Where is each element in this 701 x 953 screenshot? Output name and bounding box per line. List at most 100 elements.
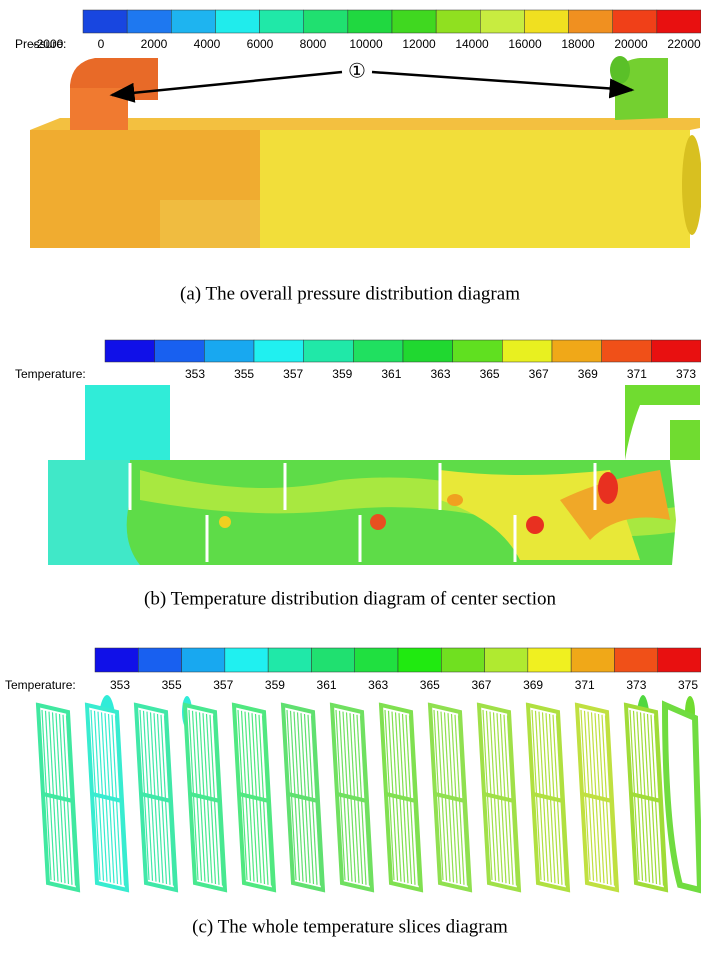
slice-bar	[630, 792, 662, 803]
colorbar-segment	[224, 647, 269, 673]
colorbar-tick-label: 22000	[667, 37, 701, 51]
colorbar-tick-label: 357	[283, 367, 303, 381]
colorbar-tick-label: 16000	[508, 37, 542, 51]
colorbar-tick-label: 361	[381, 367, 401, 381]
colorbar-segment	[259, 9, 304, 34]
colorbar-tick-label: 14000	[455, 37, 489, 51]
colorbar-segment	[138, 647, 182, 673]
colorbar-segment	[524, 9, 569, 34]
colorbar-tick-label: 373	[626, 678, 646, 692]
colorbar-tick-label: 361	[317, 678, 337, 692]
colorbar-segment	[656, 9, 701, 34]
colorbar-tick-label: 359	[265, 678, 285, 692]
colorbar-label: Temperature:	[5, 678, 76, 692]
colorbar-segment	[253, 339, 304, 363]
colorbar-segment	[435, 9, 481, 34]
colorbar-label: Pressure:	[15, 37, 66, 51]
colorbar-segment	[402, 339, 453, 363]
colorbar-segment	[311, 647, 355, 673]
outlet-slice	[661, 700, 701, 894]
colorbar-segment	[171, 9, 216, 34]
colorbar-tick-label: 373	[676, 367, 696, 381]
colorbar-tick-label: 355	[234, 367, 254, 381]
colorbar-segment	[441, 647, 485, 673]
colorbar-segment	[104, 339, 155, 363]
caption: (b) Temperature distribution diagram of …	[144, 588, 556, 609]
colorbar-segment	[391, 9, 437, 34]
colorbar-tick-label: 10000	[349, 37, 383, 51]
center-section	[48, 385, 700, 565]
slice-bar	[532, 792, 564, 803]
colorbar-tick-label: 20000	[614, 37, 648, 51]
colorbar-segment	[657, 647, 701, 673]
colorbar-segment	[480, 9, 525, 34]
caption: (a) The overall pressure distribution di…	[180, 283, 520, 304]
colorbar-tick-label: -2000	[33, 37, 64, 51]
colorbar-tick-label: 371	[575, 678, 595, 692]
colorbar-tick-label: 12000	[402, 37, 436, 51]
colorbar-tick-label: 353	[185, 367, 205, 381]
colorbar-tick-label: 4000	[194, 37, 221, 51]
colorbar-segment	[126, 9, 172, 34]
caption: (c) The whole temperature slices diagram	[192, 916, 508, 937]
annotation: ①	[348, 60, 366, 82]
colorbar-segment	[267, 647, 312, 673]
colorbar-segment	[353, 339, 404, 363]
slice-bar	[581, 792, 613, 803]
colorbar-segment	[614, 647, 658, 673]
colorbar-segment	[154, 339, 205, 363]
colorbar-segment	[397, 647, 442, 673]
colorbar-tick-label: 369	[523, 678, 543, 692]
colorbar-segment	[452, 339, 503, 363]
colorbar-tick-label: 363	[368, 678, 388, 692]
slice-bar	[385, 792, 417, 803]
colorbar-segment	[570, 647, 615, 673]
colorbar-tick-label: 357	[213, 678, 233, 692]
colorbar-tick-label: 367	[471, 678, 491, 692]
colorbar-segment	[502, 339, 553, 363]
slice-bar	[287, 792, 319, 803]
colorbar-label: Temperature:	[15, 367, 86, 381]
colorbar-tick-label: 367	[529, 367, 549, 381]
colorbar-segment	[612, 9, 658, 34]
colorbar-segment	[303, 9, 349, 34]
slice-bar	[238, 792, 270, 803]
slice-bar	[483, 792, 515, 803]
colorbar-tick-label: 371	[627, 367, 647, 381]
slice-bar	[91, 792, 123, 803]
colorbar-segment	[204, 339, 255, 363]
slice-bar	[336, 792, 368, 803]
colorbar-tick-label: 365	[480, 367, 500, 381]
colorbar-tick-label: 365	[420, 678, 440, 692]
colorbar-tick-label: 8000	[300, 37, 327, 51]
slice-bar	[140, 792, 172, 803]
colorbar-segment	[568, 9, 613, 34]
slice-bar	[42, 792, 74, 803]
colorbar-segment	[651, 339, 701, 363]
slice-bar	[434, 792, 466, 803]
colorbar-segment	[82, 9, 128, 34]
colorbar-tick-label: 2000	[141, 37, 168, 51]
colorbar-tick-label: 369	[578, 367, 598, 381]
colorbar-segment	[601, 339, 652, 363]
temperature-slices	[35, 695, 701, 894]
colorbar-tick-label: 0	[98, 37, 105, 51]
colorbar-tick-label: 375	[678, 678, 698, 692]
colorbar-segment	[94, 647, 139, 673]
colorbar-segment	[303, 339, 354, 363]
slice-bar	[189, 792, 221, 803]
pressure-model	[30, 56, 701, 248]
colorbar-tick-label: 353	[110, 678, 130, 692]
colorbar-tick-label: 359	[332, 367, 352, 381]
colorbar-segment	[347, 9, 393, 34]
colorbar-segment	[484, 647, 529, 673]
colorbar-segment	[181, 647, 226, 673]
colorbar-tick-label: 18000	[561, 37, 595, 51]
colorbar-tick-label: 355	[162, 678, 182, 692]
colorbar-segment	[551, 339, 602, 363]
colorbar-segment	[215, 9, 260, 34]
colorbar-segment	[527, 647, 572, 673]
colorbar-tick-label: 363	[430, 367, 450, 381]
colorbar-segment	[354, 647, 399, 673]
